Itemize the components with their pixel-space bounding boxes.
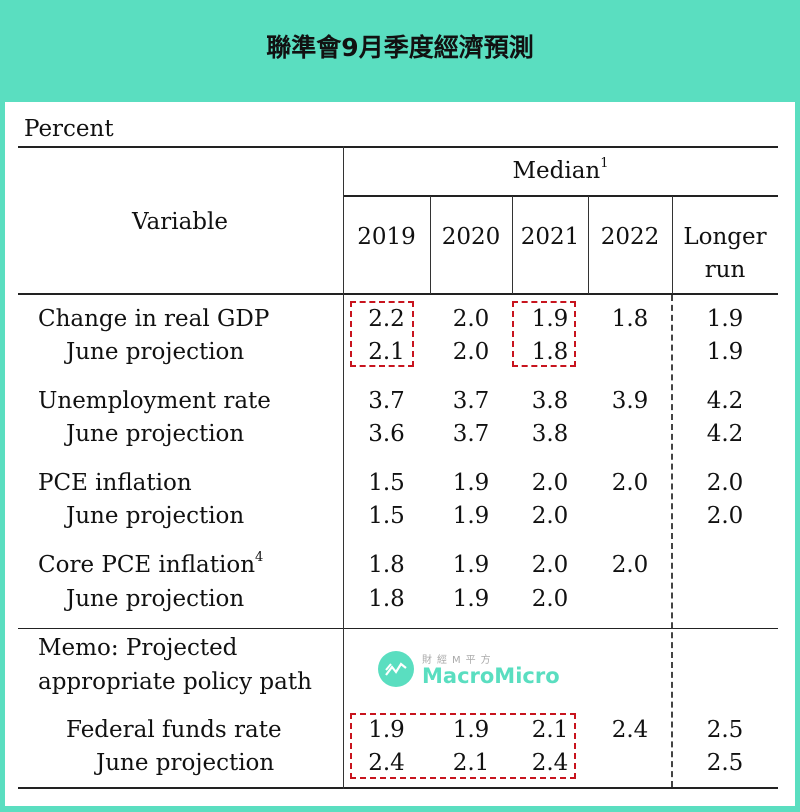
row-label-text: PCE inflation — [38, 470, 192, 496]
table-cell: 1.8 — [611, 306, 649, 332]
table-cell: 1.8 — [368, 552, 405, 578]
column-header: Longer — [683, 224, 767, 250]
table-cell: 3.8 — [531, 421, 569, 447]
chart-logo-icon — [378, 651, 414, 687]
row-label-text: June projection — [66, 421, 245, 447]
unit-label: Percent — [24, 116, 114, 142]
table-cell: 2.0 — [611, 552, 649, 578]
divider — [512, 196, 513, 294]
table-cell: 2.5 — [706, 750, 744, 776]
watermark-sub: 財經M平方 — [422, 655, 496, 666]
median-label: Median — [512, 158, 601, 184]
row-label-text: June projection — [66, 503, 245, 529]
macromicro-watermark: 財經M平方 MacroMicro — [378, 651, 560, 687]
row-label: Unemployment rate — [38, 390, 271, 413]
table-cell: 1.5 — [368, 470, 405, 496]
row-label: Change in real GDP — [38, 308, 269, 331]
row-label-text: Change in real GDP — [38, 306, 270, 332]
row-label-text: June projection — [96, 750, 275, 776]
table-cell: 1.9 — [368, 717, 405, 743]
column-header: 2022 — [600, 224, 660, 250]
row-label: June projection — [66, 423, 244, 446]
row-label-text: Core PCE inflation — [38, 552, 256, 578]
table-cell: 2.4 — [531, 750, 569, 776]
column-header: 2019 — [357, 224, 416, 250]
highlight-box — [350, 301, 414, 367]
row-label: Federal funds rate — [66, 719, 282, 742]
row-label: June projection — [66, 505, 244, 528]
divider — [18, 787, 778, 789]
row-label-text: June projection — [66, 339, 245, 365]
divider — [343, 195, 778, 197]
table-cell: 1.9 — [452, 717, 490, 743]
memo-label: appropriate policy path — [38, 669, 312, 695]
table-cell: 2.0 — [452, 339, 490, 365]
table-cell: 2.0 — [531, 552, 569, 578]
table-cell: 1.9 — [452, 503, 490, 529]
footnote: 4 — [255, 550, 264, 565]
table-cell: 3.9 — [611, 388, 649, 414]
column-header: 2021 — [520, 224, 580, 250]
table-cell: 2.4 — [611, 717, 649, 743]
table-cell: 2.5 — [706, 717, 744, 743]
table-cell: 2.1 — [368, 339, 405, 365]
table-cell: 1.8 — [531, 339, 569, 365]
highlight-box — [512, 301, 576, 367]
highlight-box — [350, 713, 576, 779]
table-cell: 2.0 — [531, 586, 569, 612]
table-cell: 1.9 — [452, 552, 490, 578]
row-label: June projection — [66, 341, 244, 364]
watermark-main: MacroMicro — [422, 664, 560, 688]
divider — [18, 293, 778, 295]
table-cell: 3.6 — [368, 421, 405, 447]
divider — [18, 628, 778, 629]
table-cell: 4.2 — [706, 388, 744, 414]
table-cell: 2.0 — [531, 470, 569, 496]
table-cell: 1.9 — [452, 586, 490, 612]
table-cell: 2.0 — [531, 503, 569, 529]
table-cell: 1.8 — [368, 586, 405, 612]
row-label: June projection — [96, 752, 274, 775]
divider — [672, 196, 673, 294]
table-cell: 2.0 — [706, 503, 744, 529]
row-label: PCE inflation — [38, 472, 192, 495]
table-cell: 2.1 — [531, 717, 569, 743]
row-label-text: June projection — [66, 586, 245, 612]
table-panel — [5, 102, 795, 806]
table-cell: 2.0 — [611, 470, 649, 496]
table-cell: 2.0 — [706, 470, 744, 496]
table-cell: 1.5 — [368, 503, 405, 529]
row-label-text: Federal funds rate — [66, 717, 282, 743]
memo-label: Memo: Projected — [38, 635, 238, 661]
column-header: run — [704, 257, 746, 283]
row-label-text: Unemployment rate — [38, 388, 271, 414]
divider — [430, 196, 431, 294]
table-cell: 1.9 — [531, 306, 569, 332]
divider — [588, 196, 589, 294]
divider — [18, 146, 778, 148]
divider — [343, 146, 344, 789]
table-cell: 2.1 — [452, 750, 490, 776]
table-cell: 3.7 — [452, 421, 490, 447]
table-cell: 1.9 — [452, 470, 490, 496]
table-cell: 3.7 — [452, 388, 490, 414]
row-label: Core PCE inflation4 — [38, 551, 263, 578]
table-cell: 2.0 — [452, 306, 490, 332]
table-cell: 3.7 — [368, 388, 405, 414]
variable-header: Variable — [132, 209, 228, 235]
row-label: June projection — [66, 588, 244, 611]
table-cell: 3.8 — [531, 388, 569, 414]
median-header: Median1 — [343, 157, 778, 184]
table-cell: 1.9 — [706, 339, 744, 365]
dashed-divider — [671, 295, 673, 787]
footnote: 1 — [600, 156, 609, 171]
page-title: 聯準會9月季度經濟預測 — [266, 33, 534, 62]
table-cell: 1.9 — [706, 306, 744, 332]
table-cell: 4.2 — [706, 421, 744, 447]
table-cell: 2.2 — [368, 306, 405, 332]
table-cell: 2.4 — [368, 750, 405, 776]
column-header: 2020 — [441, 224, 501, 250]
